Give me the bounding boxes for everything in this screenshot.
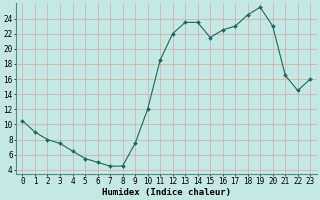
X-axis label: Humidex (Indice chaleur): Humidex (Indice chaleur) [102, 188, 231, 197]
